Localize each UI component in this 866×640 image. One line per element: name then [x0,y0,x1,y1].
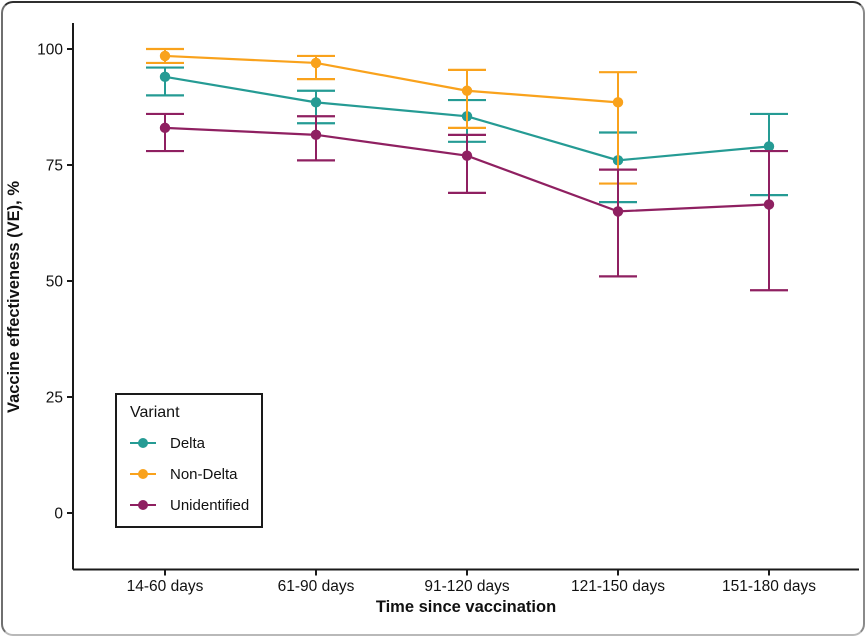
legend-label-unidentified: Unidentified [170,496,250,514]
x-tick-label: 151-180 days [722,578,816,595]
data-point [310,129,322,141]
x-tick-label: 121-150 days [571,578,665,595]
data-point [310,97,322,108]
data-point [763,141,775,152]
x-axis-title: Time since vaccination [376,598,556,616]
x-tick-label: 91-120 days [424,578,510,595]
legend-box: Variant Delta Non-Delta Unidentified [115,393,263,528]
data-point [763,199,775,210]
legend-entry-unidentified: Unidentified [130,494,261,516]
data-point [159,71,171,83]
data-point [159,122,171,134]
x-tick-label: 14-60 days [127,578,204,595]
y-tick-label: 100 [37,42,63,59]
data-point [159,50,171,62]
legend-key-line [130,499,156,510]
y-tick-label: 50 [46,274,64,291]
data-point [310,57,322,69]
data-point [612,206,624,217]
y-axis-title: Vaccine effectiveness (VE), % [5,181,23,413]
legend-label-non-delta: Non-Delta [170,465,238,483]
legend-key-line [130,468,156,479]
legend-entry-delta: Delta [130,432,261,454]
y-tick-label: 75 [46,158,63,175]
data-point [461,85,473,96]
legend-entry-non-delta: Non-Delta [130,463,261,485]
legend-key-dot [138,468,148,479]
data-point [461,150,473,161]
y-tick-label: 25 [46,390,63,407]
data-point [612,97,624,108]
legend-key-dot [138,499,148,510]
series-line [164,54,619,104]
y-tick-label: 0 [54,506,63,523]
x-tick-label: 61-90 days [278,578,355,595]
legend-label-delta: Delta [170,434,206,452]
legend-title: Variant [130,404,180,421]
legend-key-line [130,437,156,448]
legend-key-dot [138,437,148,448]
